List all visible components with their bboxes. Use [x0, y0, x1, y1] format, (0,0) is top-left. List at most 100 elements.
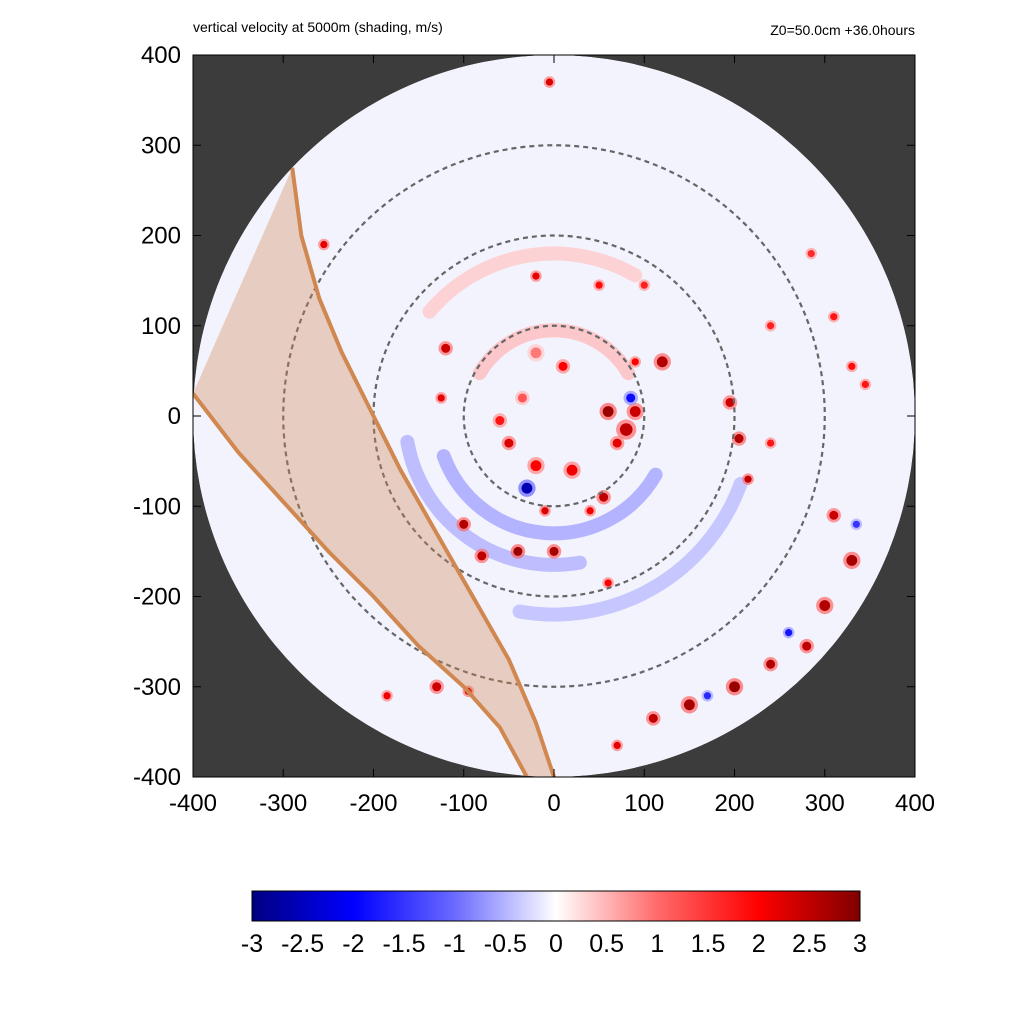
colorbar-tick-label: -1.5	[382, 930, 425, 958]
cell	[629, 406, 641, 417]
y-tick-label: 400	[141, 42, 181, 69]
cell	[861, 380, 869, 389]
spiral-band	[400, 434, 587, 572]
cell	[517, 393, 527, 403]
cell	[830, 313, 838, 321]
cell	[612, 438, 622, 448]
band-edge-right	[290, 167, 556, 777]
cell	[513, 546, 523, 556]
cell	[626, 393, 636, 403]
x-tick-label: 400	[895, 790, 935, 817]
cell	[532, 272, 540, 280]
cell	[848, 362, 856, 370]
cell	[766, 322, 775, 330]
y-tick-label: -400	[133, 764, 181, 791]
cell	[802, 641, 812, 651]
cell	[648, 713, 658, 723]
colorbar-tick-label: 1	[650, 930, 664, 958]
colorbar-tick-label: 2	[752, 930, 766, 958]
axes: -400 -300 -200 -100 0 100 200 300 400 400 300 200 10…	[133, 42, 935, 817]
chart-title: vertical velocity at 5000m (shading, m/s…	[193, 19, 443, 35]
cell	[852, 520, 860, 528]
cell	[437, 394, 445, 402]
cell	[320, 240, 328, 249]
colorbar-tick-label: -2	[342, 930, 364, 958]
colorbar-tick-label: 0	[549, 930, 563, 958]
colorbar-tick-label: 1.5	[691, 930, 726, 958]
x-tick-label: -400	[169, 790, 217, 817]
cell	[541, 507, 549, 515]
cell	[619, 423, 633, 436]
x-tick-label: 0	[547, 790, 560, 817]
cell	[683, 699, 695, 711]
cell	[477, 551, 487, 561]
cell	[521, 482, 533, 494]
cell	[846, 554, 858, 566]
colorbar-tick-label: 2.5	[792, 930, 827, 958]
cell	[599, 492, 609, 502]
band-edge-left	[193, 392, 529, 777]
spiral-band	[422, 246, 643, 319]
spiral-band	[512, 476, 748, 622]
cell	[631, 358, 639, 366]
cell	[595, 281, 603, 289]
cell	[766, 439, 775, 447]
x-tick-label: 100	[624, 790, 664, 817]
range-rings	[282, 144, 826, 688]
cell	[432, 682, 442, 692]
colorbar-tick-label: -0.5	[484, 930, 527, 958]
cell	[744, 475, 752, 483]
cell	[545, 78, 554, 86]
cell	[459, 519, 469, 529]
cell	[819, 600, 831, 611]
cell	[504, 438, 514, 448]
band-clip	[193, 167, 556, 777]
cell	[640, 281, 648, 289]
band-fill	[193, 167, 554, 777]
y-tick-label: 100	[141, 313, 181, 340]
cell	[558, 361, 568, 371]
cell	[441, 343, 451, 353]
range-ring	[462, 324, 646, 508]
range-ring	[282, 144, 826, 688]
cell	[530, 347, 542, 359]
cell	[829, 510, 839, 520]
cell	[549, 546, 559, 556]
cell	[734, 434, 744, 444]
y-tick-label: 0	[168, 403, 181, 430]
x-tick-label: -300	[259, 790, 307, 817]
colorbar-gradient	[251, 890, 861, 922]
y-tick-label: 300	[141, 132, 181, 159]
x-tick-label: 300	[805, 790, 845, 817]
cell	[703, 692, 712, 700]
x-tick-label: -100	[440, 790, 488, 817]
colorbar-tick-label: -2.5	[281, 930, 324, 958]
range-ring	[372, 234, 736, 598]
spiral-band	[436, 449, 663, 541]
colorbar-tick-label: 3	[853, 930, 867, 958]
cell	[725, 397, 735, 407]
cell	[785, 628, 793, 637]
colorbar: -3 -2.5 -2 -1.5 -1 -0.5 0 0.5 1 1.5 2 2.5 3	[241, 890, 867, 958]
colorbar-tick-label: 0.5	[589, 930, 624, 958]
cell	[613, 741, 621, 750]
shaded-band	[193, 167, 556, 777]
cell	[604, 579, 612, 587]
y-tick-label: -300	[133, 674, 181, 701]
y-tick-label: 200	[141, 223, 181, 250]
cell	[602, 406, 614, 417]
colorbar-tick-label: -1	[444, 930, 466, 958]
x-tick-label: 200	[714, 790, 754, 817]
chart-info: Z0=50.0cm +36.0hours	[770, 22, 915, 38]
cell	[766, 659, 776, 669]
cell	[383, 692, 391, 700]
y-tick-label: -200	[133, 584, 181, 611]
cell	[530, 460, 542, 472]
colorbar-tick-label: -3	[241, 930, 263, 958]
cell	[566, 464, 578, 476]
cell	[807, 249, 815, 258]
y-tick-label: -100	[133, 493, 181, 520]
x-tick-label: -200	[349, 790, 397, 817]
spiral-band	[472, 323, 636, 381]
